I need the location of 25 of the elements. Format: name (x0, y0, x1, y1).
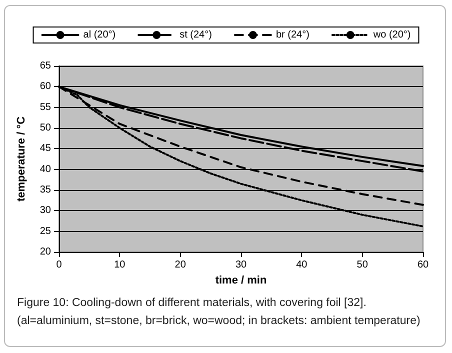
legend-label: al (20°) (83, 30, 116, 40)
y-tick-label: 30 (40, 205, 52, 216)
y-tick-label: 60 (40, 81, 52, 92)
x-tick-label: 30 (235, 260, 247, 270)
x-tick-label: 20 (174, 260, 186, 270)
y-tick-label: 45 (40, 143, 52, 154)
y-tick-label: 65 (40, 60, 52, 72)
y-tick-label: 50 (40, 122, 52, 134)
y-tick-label: 35 (40, 184, 52, 196)
text: (al=aluminium, st=stone, br=brick, wo=wood; in brackets: ambient temperature) (17, 314, 422, 329)
caption: Figure 10: Cooling-down of different materials, with covering foil [32]. (17, 296, 368, 311)
x-tick-label: 0 (56, 260, 62, 270)
x-tick-label: 60 (417, 260, 429, 270)
x-tick-label: 10 (114, 260, 126, 270)
y-tick-label: 55 (40, 102, 52, 113)
y-tick-label: 25 (40, 226, 52, 237)
x-tick-label: 50 (356, 260, 368, 270)
legend-label: br (24°) (276, 30, 310, 40)
legend-label: st (24°) (180, 30, 212, 40)
y-axis-title: temperature / °C (16, 116, 28, 202)
y-tick-label: 20 (40, 246, 52, 258)
legend-label: wo (20°) (372, 30, 411, 40)
y-tick-label: 40 (40, 164, 52, 175)
x-axis-title: time / min (215, 274, 267, 286)
x-tick-label: 40 (296, 260, 308, 270)
